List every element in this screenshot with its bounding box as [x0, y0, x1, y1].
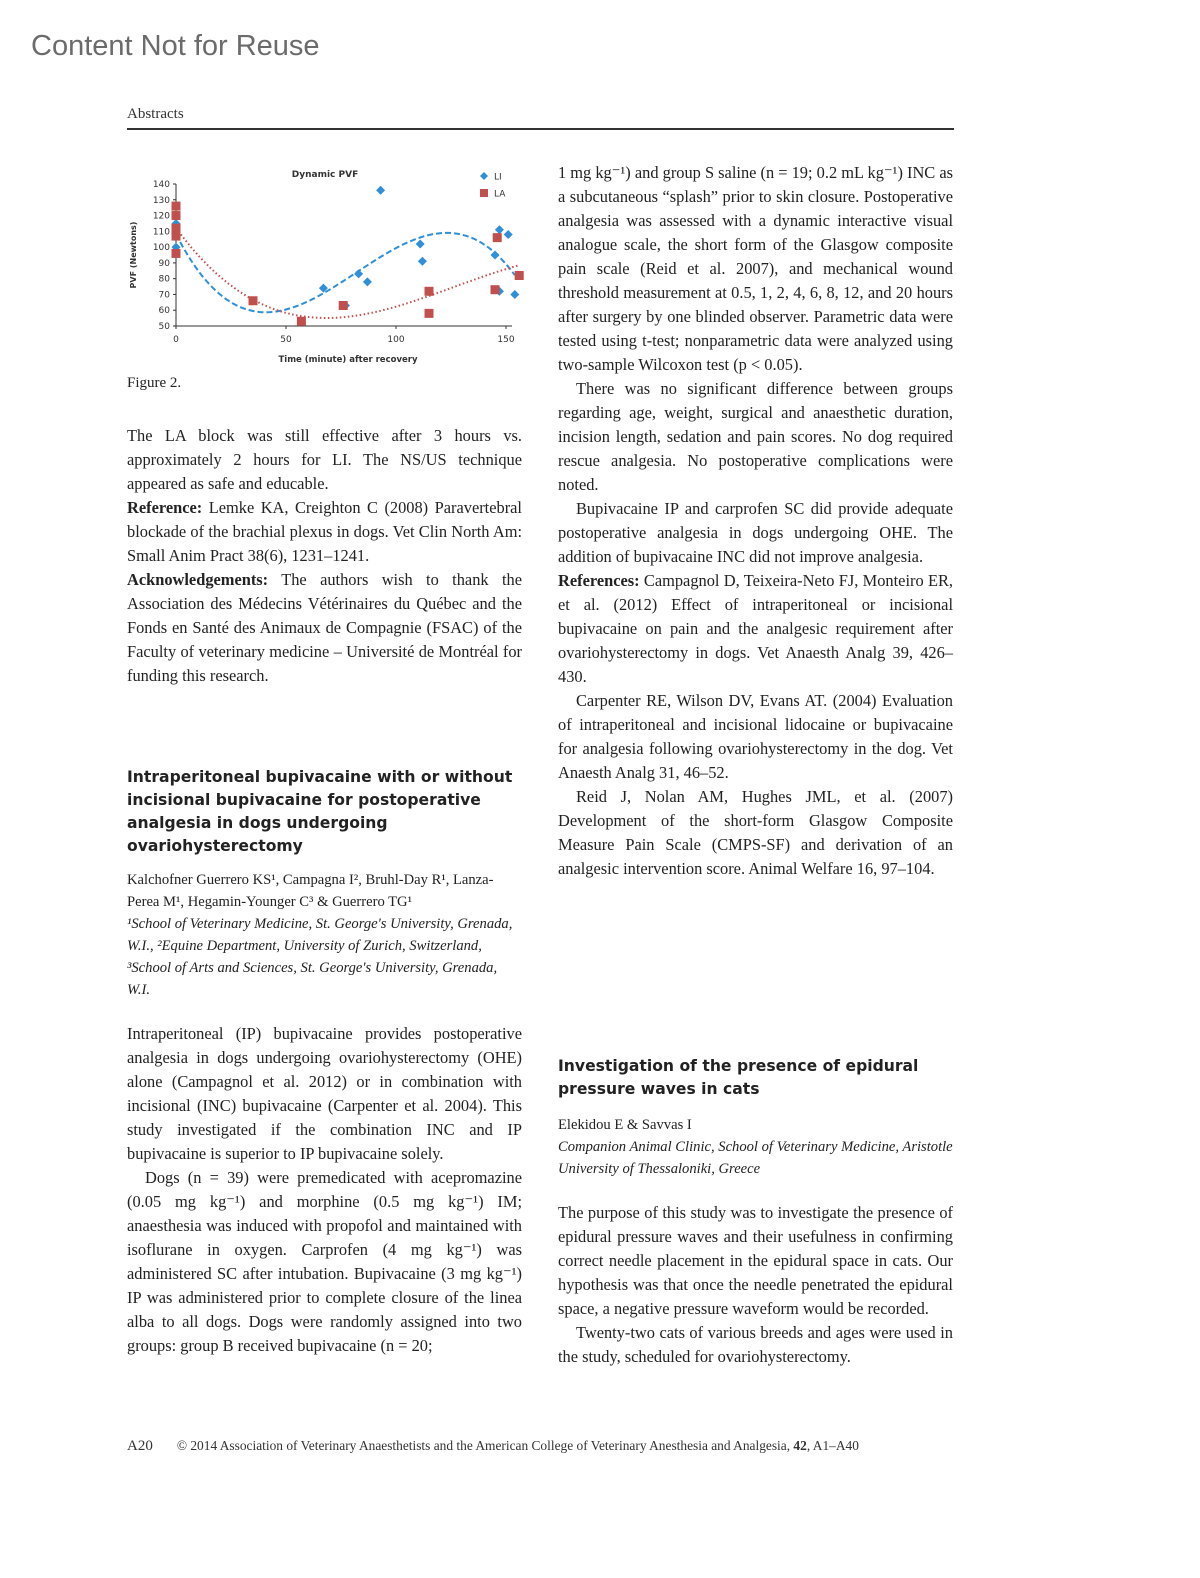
paragraph: 1 mg kg⁻¹) and group S saline (n = 19; 0…: [558, 163, 953, 374]
abstract-title: Investigation of the presence of epidura…: [558, 1057, 919, 1098]
data-point-li: [494, 225, 504, 235]
reference: Reference: Lemke KA, Creighton C (2008) …: [127, 496, 522, 568]
data-point-la: [492, 233, 502, 243]
paragraph: Bupivacaine IP and carprofen SC did prov…: [558, 499, 953, 566]
paragraph: There was no significant difference betw…: [558, 379, 953, 494]
data-point-li: [376, 185, 386, 195]
reference-lead: Reference:: [127, 498, 203, 517]
affiliations: ¹School of Veterinary Medicine, St. Geor…: [127, 916, 513, 998]
data-point-li: [510, 289, 520, 299]
x-tick-label: 50: [280, 335, 292, 345]
paragraph: Dogs (n = 39) were premedicated with ace…: [127, 1168, 522, 1355]
data-point-li: [490, 250, 500, 260]
x-tick-label: 0: [173, 335, 179, 345]
x-tick-label: 100: [387, 335, 404, 345]
y-tick-label: 60: [159, 306, 171, 316]
paragraph: Intraperitoneal (IP) bupivacaine provide…: [127, 1024, 522, 1163]
figure-label: Figure 2.: [127, 375, 182, 391]
copyright: © 2014 Association of Veterinary Anaesth…: [176, 1438, 794, 1453]
page-number: A20: [127, 1438, 153, 1454]
legend-marker-li: [480, 172, 488, 180]
chart-title: Dynamic PVF: [292, 170, 358, 180]
y-axis-label: PVF (Newtons): [129, 222, 138, 289]
y-tick-label: 120: [153, 212, 170, 222]
watermark: Content Not for Reuse: [31, 30, 320, 62]
data-point-la: [514, 271, 524, 281]
running-head: Abstracts: [127, 106, 184, 122]
x-tick-label: 150: [497, 335, 514, 345]
acknowledgements-lead: Acknowledgements:: [127, 570, 269, 589]
y-tick-label: 80: [159, 275, 171, 285]
abstract-title: Intraperitoneal bupivacaine with or with…: [127, 768, 513, 855]
y-tick-label: 50: [159, 322, 171, 332]
data-point-la: [296, 316, 306, 326]
data-point-la: [171, 201, 181, 211]
data-point-la: [171, 231, 181, 241]
reference: References: Campagnol D, Teixeira-Neto F…: [558, 569, 953, 689]
y-tick-label: 100: [153, 243, 170, 253]
data-point-la: [338, 300, 348, 310]
x-axis-label: Time (minute) after recovery: [278, 355, 417, 365]
authors: Kalchofner Guerrero KS¹, Campagna I², Br…: [127, 872, 494, 910]
acknowledgements-text: The authors wish to thank the Associatio…: [127, 570, 522, 685]
data-point-li: [362, 277, 372, 287]
y-tick-label: 70: [159, 290, 171, 300]
reference-text: Lemke KA, Creighton C (2008) Paravertebr…: [127, 498, 522, 565]
data-point-li: [503, 229, 513, 239]
paragraph: The purpose of this study was to investi…: [558, 1203, 953, 1318]
data-point-la: [490, 285, 500, 295]
paragraph: The LA block was still effective after 3…: [127, 426, 522, 493]
references-lead: References:: [558, 571, 640, 590]
page-range: , A1–A40: [806, 1438, 859, 1453]
header-rule: [127, 128, 954, 130]
data-point-li: [415, 239, 425, 249]
acknowledgements: Acknowledgements: The authors wish to th…: [127, 568, 522, 688]
y-tick-label: 130: [153, 196, 170, 206]
data-point-la: [171, 223, 181, 233]
data-point-li: [354, 269, 364, 279]
data-point-la: [424, 286, 434, 296]
reference: Carpenter RE, Wilson DV, Evans AT. (2004…: [558, 691, 953, 782]
trendline-li: [175, 231, 516, 314]
reference: Reid J, Nolan AM, Hughes JML, et al. (20…: [558, 787, 953, 878]
data-point-la: [424, 308, 434, 318]
data-point-la: [171, 211, 181, 221]
legend-label-li: LI: [494, 173, 502, 183]
reference-text: Campagnol D, Teixeira-Neto FJ, Monteiro …: [558, 571, 953, 686]
data-point-li: [417, 256, 427, 266]
paragraph: Twenty-two cats of various breeds and ag…: [558, 1323, 953, 1366]
y-tick-label: 110: [153, 227, 170, 237]
right-column: 1 mg kg⁻¹) and group S saline (n = 19; 0…: [558, 161, 953, 881]
data-point-li: [318, 283, 328, 293]
data-point-la: [248, 296, 258, 306]
volume: 42: [793, 1438, 807, 1453]
legend-marker-la: [480, 189, 488, 197]
y-tick-label: 140: [153, 180, 170, 190]
left-column: The LA block was still effective after 3…: [127, 424, 522, 688]
affiliations: Companion Animal Clinic, School of Veter…: [558, 1139, 953, 1177]
authors: Elekidou E & Savvas I: [558, 1117, 692, 1133]
footer: A20 © 2014 Association of Veterinary Anae…: [127, 1438, 859, 1455]
legend-label-la: LA: [494, 190, 506, 200]
y-tick-label: 90: [159, 259, 171, 269]
data-point-la: [171, 248, 181, 258]
